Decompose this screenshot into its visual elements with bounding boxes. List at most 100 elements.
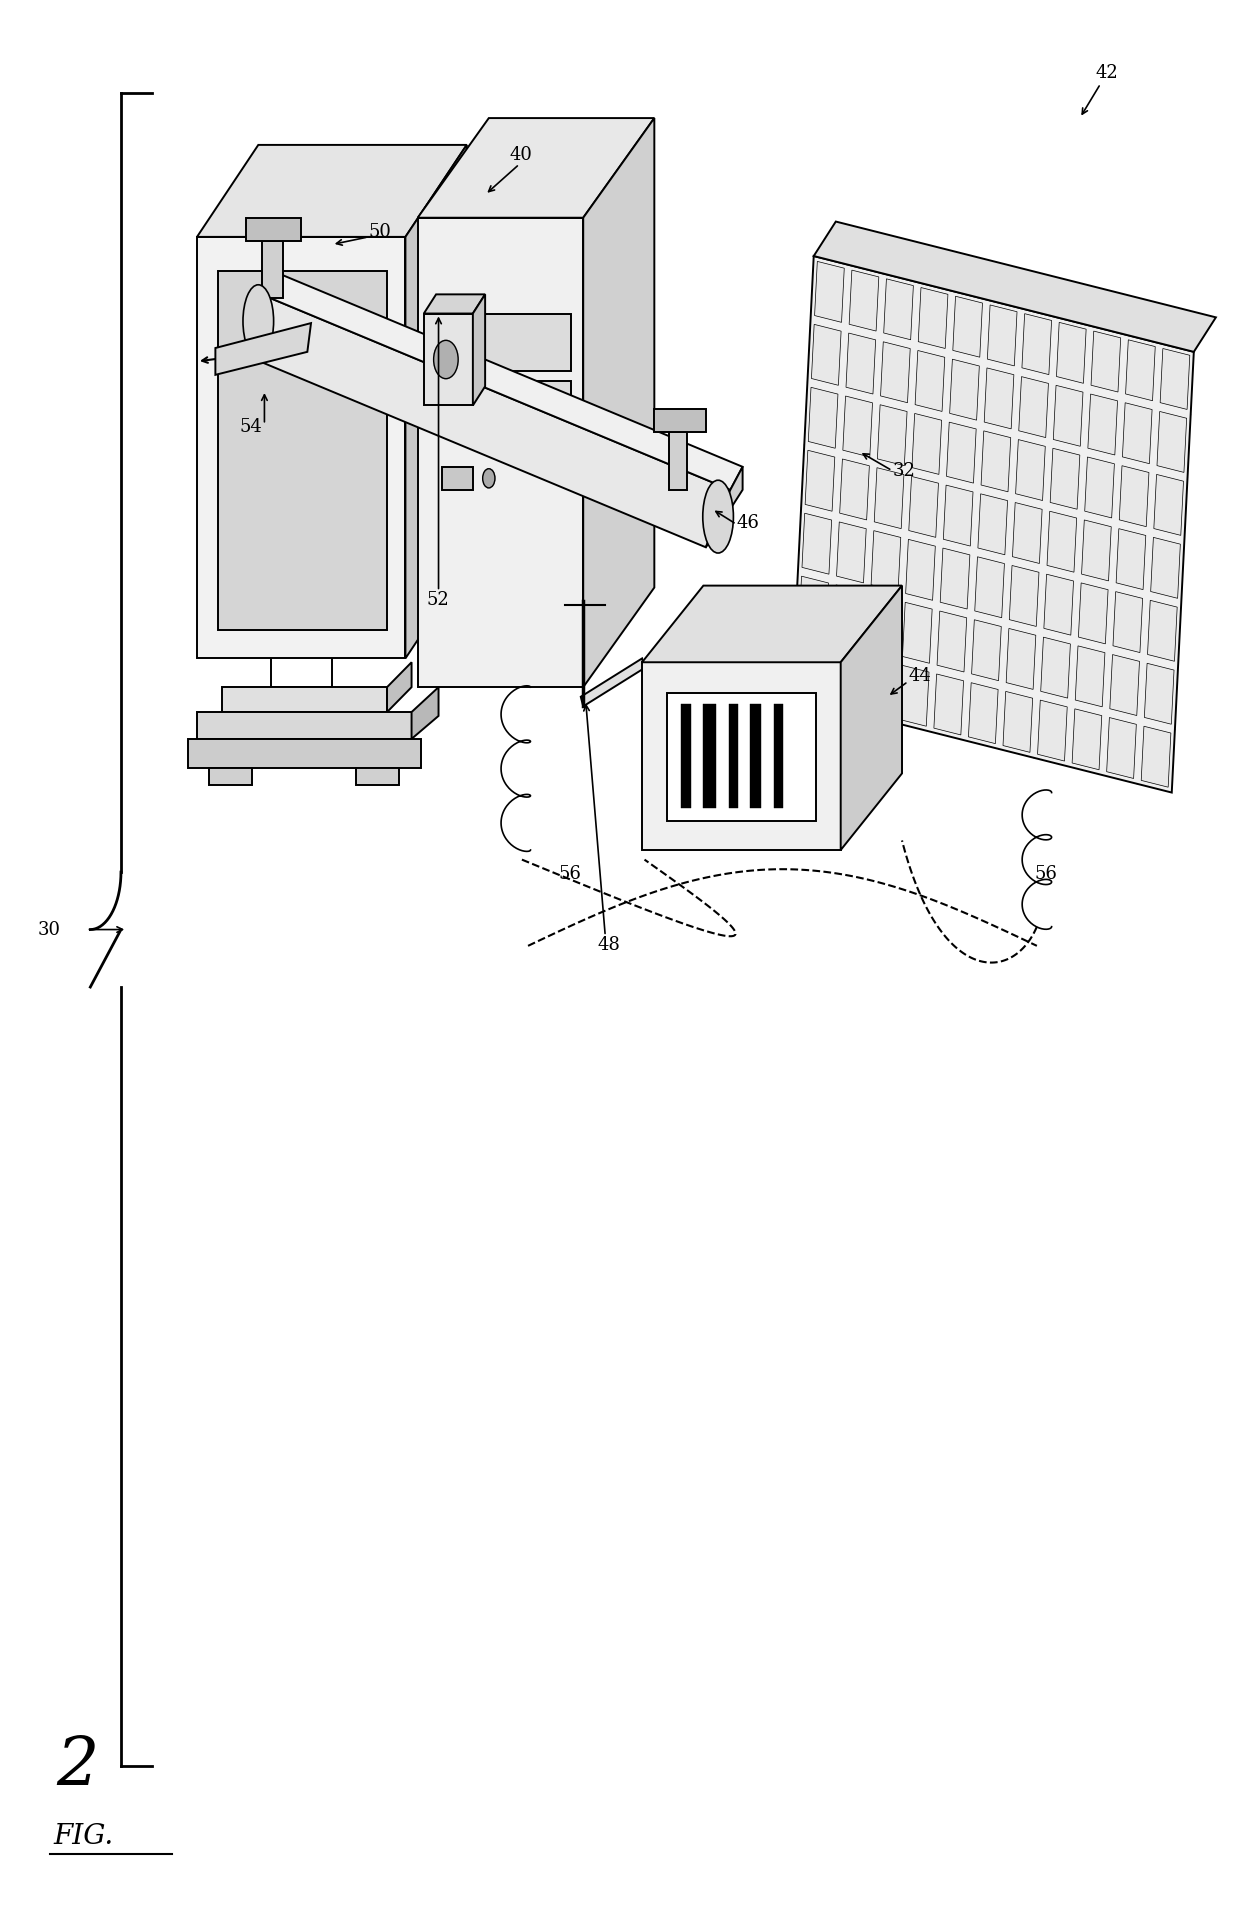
Polygon shape <box>1116 529 1146 589</box>
Polygon shape <box>846 334 875 394</box>
Polygon shape <box>706 467 743 548</box>
Text: 2: 2 <box>56 1733 98 1799</box>
Text: 44: 44 <box>908 668 931 685</box>
Polygon shape <box>864 656 894 718</box>
Polygon shape <box>246 218 301 241</box>
Polygon shape <box>262 241 283 299</box>
Polygon shape <box>356 768 399 786</box>
Polygon shape <box>1038 701 1068 760</box>
Polygon shape <box>805 450 835 511</box>
Polygon shape <box>796 639 826 701</box>
Polygon shape <box>919 288 947 349</box>
Polygon shape <box>750 704 761 809</box>
Polygon shape <box>909 477 939 537</box>
Polygon shape <box>799 577 828 637</box>
Polygon shape <box>833 585 863 647</box>
Polygon shape <box>1044 575 1074 635</box>
Polygon shape <box>987 305 1017 367</box>
Polygon shape <box>972 620 1001 681</box>
Polygon shape <box>870 531 900 593</box>
Polygon shape <box>1056 322 1086 384</box>
Ellipse shape <box>243 286 274 357</box>
Polygon shape <box>418 118 655 218</box>
Polygon shape <box>874 467 904 529</box>
Polygon shape <box>944 484 973 546</box>
Text: 50: 50 <box>368 222 392 241</box>
Polygon shape <box>1085 457 1115 517</box>
Text: 30: 30 <box>37 921 61 938</box>
Polygon shape <box>915 351 945 411</box>
Polygon shape <box>1006 629 1035 689</box>
Polygon shape <box>1122 403 1152 463</box>
Polygon shape <box>813 222 1216 351</box>
Text: 40: 40 <box>510 147 532 164</box>
Polygon shape <box>1009 565 1039 627</box>
Polygon shape <box>843 396 873 457</box>
Polygon shape <box>952 295 982 357</box>
Polygon shape <box>878 405 908 465</box>
Polygon shape <box>188 739 422 768</box>
Polygon shape <box>791 257 1194 793</box>
Polygon shape <box>667 693 816 822</box>
Polygon shape <box>831 648 859 708</box>
Polygon shape <box>729 704 738 809</box>
Polygon shape <box>246 299 730 548</box>
Polygon shape <box>197 712 412 739</box>
Text: 54: 54 <box>239 419 263 436</box>
Text: 52: 52 <box>427 591 449 608</box>
Polygon shape <box>1114 593 1142 652</box>
Polygon shape <box>837 521 867 583</box>
Polygon shape <box>642 662 841 849</box>
Polygon shape <box>985 369 1014 428</box>
Polygon shape <box>472 295 485 405</box>
Polygon shape <box>905 538 935 600</box>
Polygon shape <box>197 237 405 658</box>
Polygon shape <box>940 548 970 610</box>
Text: 56: 56 <box>1034 865 1058 882</box>
Polygon shape <box>1141 726 1171 787</box>
Polygon shape <box>642 585 901 662</box>
Polygon shape <box>1161 349 1190 409</box>
Polygon shape <box>1126 340 1156 401</box>
Polygon shape <box>950 359 980 421</box>
Polygon shape <box>975 556 1004 618</box>
Polygon shape <box>1154 475 1183 535</box>
Polygon shape <box>849 270 879 332</box>
Polygon shape <box>1091 332 1121 392</box>
Polygon shape <box>1087 394 1117 455</box>
Polygon shape <box>1016 440 1045 500</box>
Polygon shape <box>775 704 784 809</box>
Polygon shape <box>884 278 914 340</box>
Polygon shape <box>811 324 841 386</box>
Text: 56: 56 <box>559 865 582 882</box>
Text: 48: 48 <box>598 936 621 953</box>
Text: FIG.: FIG. <box>53 1824 114 1851</box>
Circle shape <box>434 340 458 378</box>
Polygon shape <box>670 432 687 490</box>
Polygon shape <box>946 423 976 482</box>
Polygon shape <box>1053 386 1083 446</box>
Polygon shape <box>937 612 967 672</box>
Polygon shape <box>218 272 387 629</box>
Polygon shape <box>903 602 932 664</box>
Polygon shape <box>1151 537 1180 598</box>
Polygon shape <box>222 687 387 712</box>
Polygon shape <box>1120 465 1149 527</box>
Polygon shape <box>1047 511 1076 571</box>
Polygon shape <box>1013 502 1042 564</box>
Polygon shape <box>899 666 929 726</box>
Polygon shape <box>1003 691 1033 753</box>
Polygon shape <box>418 218 583 687</box>
Polygon shape <box>655 409 706 432</box>
Text: 46: 46 <box>737 513 759 533</box>
Polygon shape <box>880 342 910 403</box>
Polygon shape <box>802 513 832 573</box>
Polygon shape <box>981 430 1011 492</box>
Polygon shape <box>424 313 472 405</box>
Polygon shape <box>1147 600 1177 662</box>
Polygon shape <box>583 118 655 687</box>
Polygon shape <box>412 687 439 739</box>
Polygon shape <box>1019 376 1049 438</box>
Ellipse shape <box>703 481 733 554</box>
Polygon shape <box>968 683 998 743</box>
